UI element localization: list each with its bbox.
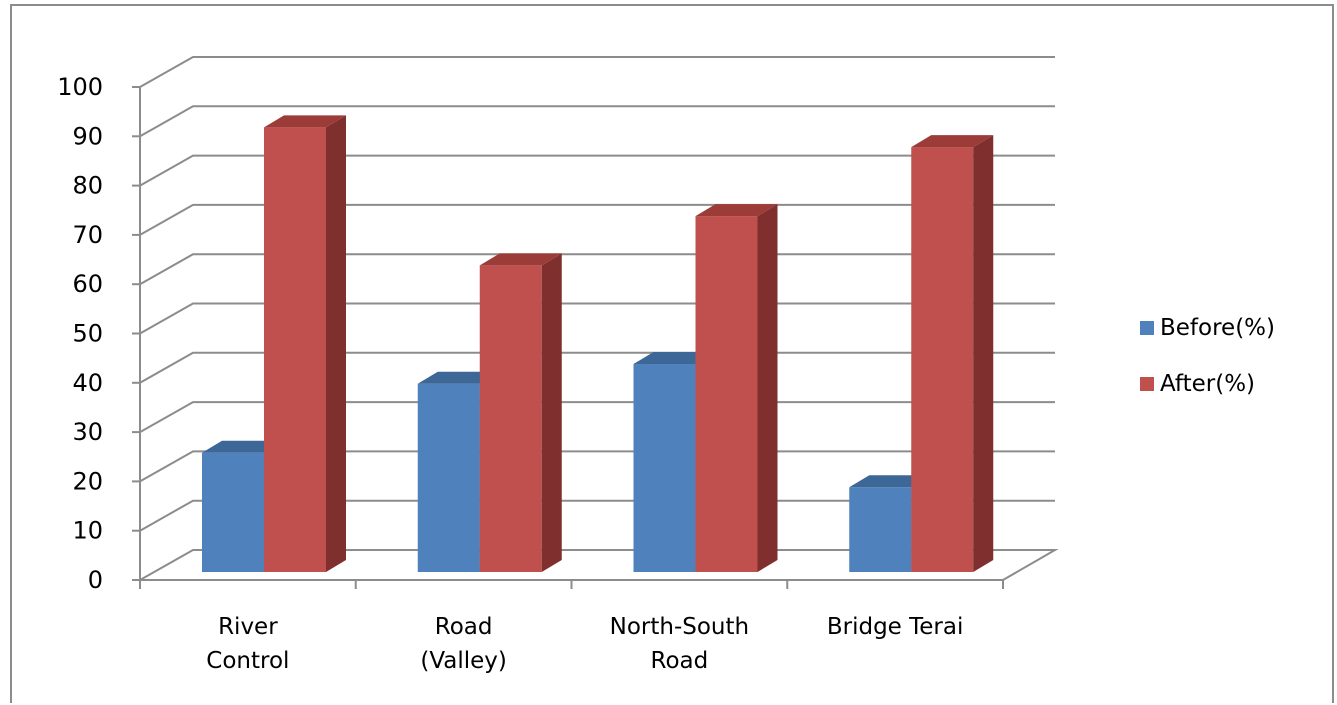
- bar-2-1: [695, 204, 778, 573]
- y-tick-label: 70: [72, 221, 103, 249]
- x-category-label: River: [218, 614, 278, 640]
- y-tick-label: 80: [72, 172, 103, 200]
- bar-3-1: [911, 135, 994, 572]
- gridline: [139, 56, 1055, 88]
- legend-label: Before(%): [1160, 315, 1275, 341]
- bar-front: [479, 265, 542, 572]
- bar-top: [911, 135, 994, 148]
- gridlines: [139, 56, 1059, 581]
- bar-side: [757, 204, 778, 573]
- bar-side: [973, 135, 994, 572]
- y-tick-label: 60: [72, 270, 103, 298]
- y-tick-label: 30: [72, 418, 103, 446]
- chart-frame: [10, 4, 1334, 703]
- axis-labels: 0 10 20 30 40 50 60 70 80 90 100 River Control Road (V…: [57, 73, 963, 674]
- bar-1-1: [479, 253, 562, 572]
- bar-front: [202, 452, 264, 572]
- legend-swatch: [1140, 377, 1154, 391]
- bar-0-1: [264, 115, 346, 573]
- legend-swatch: [1140, 321, 1154, 335]
- x-category-label: Road: [651, 648, 709, 674]
- y-tick-label: 40: [72, 369, 103, 397]
- bars: [202, 115, 994, 573]
- y-tick-label: 50: [72, 320, 103, 348]
- legend: Before(%) After(%): [1140, 315, 1275, 397]
- axes: [132, 86, 1004, 589]
- x-category-label: North-South: [610, 614, 749, 640]
- bar-side: [541, 253, 562, 572]
- bar-front: [633, 364, 696, 572]
- legend-label: After(%): [1160, 371, 1255, 397]
- bar-front: [849, 487, 912, 572]
- bar-top: [479, 253, 562, 266]
- bar-side: [326, 115, 346, 573]
- x-category-label: (Valley): [420, 648, 507, 674]
- bar-top: [264, 115, 346, 128]
- bar-top: [695, 204, 778, 217]
- bar-front: [695, 216, 758, 573]
- bar-top: [202, 440, 284, 453]
- gridline: [139, 105, 1055, 138]
- floor-outline: [139, 549, 1059, 581]
- y-tick-label: 90: [72, 122, 103, 150]
- bar-front: [911, 147, 974, 572]
- y-tick-label: 100: [57, 73, 103, 101]
- gridline: [139, 154, 1055, 187]
- y-tick-label: 10: [72, 517, 103, 545]
- bar-top: [633, 352, 716, 365]
- y-tick-label: 0: [88, 566, 103, 594]
- y-tick-label: 20: [72, 467, 103, 495]
- x-category-label: Control: [206, 648, 289, 674]
- bar-front: [417, 383, 480, 572]
- bar-front: [264, 127, 326, 573]
- bar-top: [417, 371, 500, 384]
- x-category-label: Road: [435, 614, 493, 640]
- bar-top: [849, 475, 932, 488]
- x-category-label: Bridge Terai: [827, 614, 964, 640]
